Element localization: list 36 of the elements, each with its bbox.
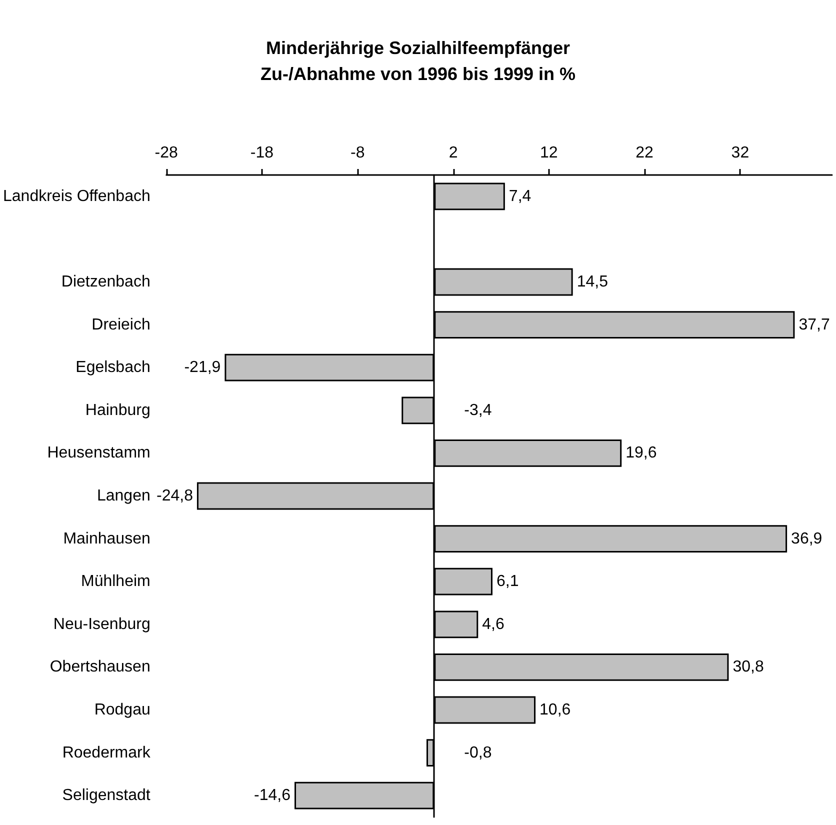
x-tick-label: 12 [540, 144, 558, 162]
x-tick-label: -18 [250, 144, 274, 162]
y-tick-label: Dreieich [92, 316, 150, 334]
data-label: 7,4 [508, 188, 532, 205]
data-label: 30,8 [732, 658, 764, 676]
y-tick-label: Heusenstamm [47, 444, 150, 462]
data-label: 6,1 [496, 573, 519, 590]
x-tick-label: -8 [350, 144, 365, 162]
y-tick-label: Seligenstadt [62, 787, 151, 804]
data-label: -0,8 [464, 744, 492, 762]
y-tick-label: Mainhausen [63, 530, 150, 548]
y-tick-label: Dietzenbach [61, 274, 150, 290]
data-label: 14,5 [576, 274, 608, 290]
y-tick-label: Mühlheim [81, 573, 150, 590]
y-tick-label: Roedermark [62, 744, 152, 762]
y-tick-label: Obertshausen [50, 658, 150, 676]
x-tick-label: -28 [154, 144, 178, 162]
y-tick-label: Rodgau [94, 702, 150, 718]
y-tick-label: Egelsbach [76, 359, 150, 376]
data-label: -3,4 [464, 402, 492, 419]
x-tick-label: 32 [731, 144, 750, 162]
data-label: 36,9 [791, 530, 822, 548]
x-tick-label: 2 [448, 144, 458, 162]
data-label: 37,7 [798, 316, 830, 334]
data-label: 19,6 [626, 444, 657, 462]
data-label: -24,8 [156, 488, 194, 504]
y-tick-label: Landkreis Offenbach [3, 188, 150, 205]
data-label: 10,6 [540, 702, 571, 718]
y-tick-label: Hainburg [85, 402, 150, 419]
chart-title: Minderjährige Sozialhilfeempfänger Zu-/Abnahme von 1996 bis 1999 in % [260, 38, 576, 84]
data-label: 4,6 [482, 616, 504, 633]
data-label: -21,9 [184, 359, 221, 376]
x-tick-label: 22 [636, 144, 654, 162]
data-label: -14,6 [254, 787, 291, 804]
y-tick-label: Neu-Isenburg [53, 616, 150, 633]
y-tick-label: Langen [96, 488, 150, 504]
